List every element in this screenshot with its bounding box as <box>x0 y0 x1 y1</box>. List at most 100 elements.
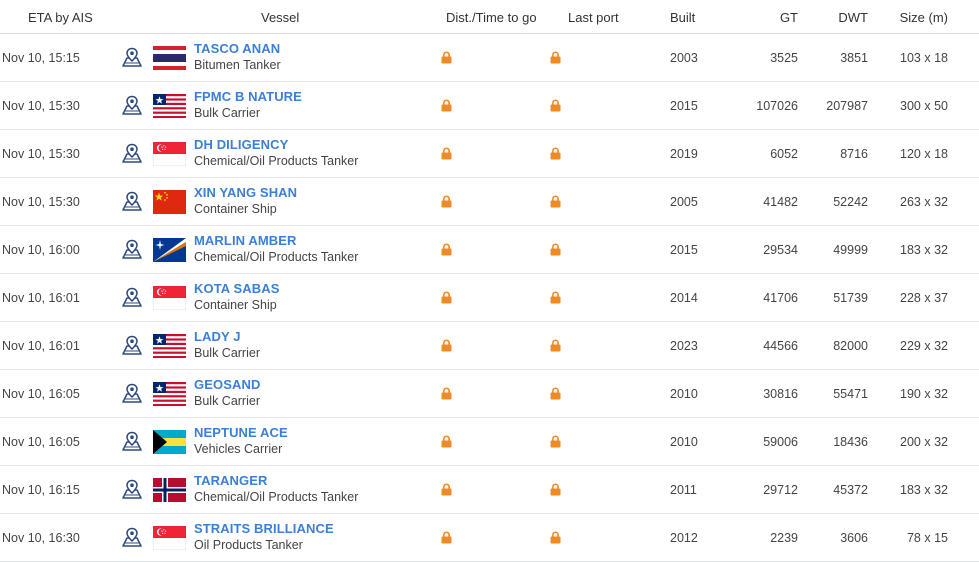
gt-cell: 3525 <box>770 51 798 65</box>
lock-icon[interactable] <box>441 51 452 64</box>
dwt-cell: 207987 <box>826 99 868 113</box>
lock-icon[interactable] <box>550 483 561 496</box>
dwt-cell: 52242 <box>833 195 868 209</box>
dwt-cell: 8716 <box>840 147 868 161</box>
built-year-cell: 2015 <box>670 99 698 113</box>
column-header-last-port[interactable]: Last port <box>568 10 619 25</box>
liberia-flag-icon <box>153 382 186 406</box>
lock-icon[interactable] <box>550 195 561 208</box>
vessel-type: Vehicles Carrier <box>194 442 283 456</box>
lock-icon[interactable] <box>441 531 452 544</box>
table-row[interactable]: Nov 10, 16:30 STRAITS BRILLIANCE Oil Pro… <box>0 514 979 562</box>
map-pin-icon[interactable] <box>121 335 143 355</box>
vessel-name-link[interactable]: TASCO ANAN <box>194 41 281 56</box>
size-cell: 200 x 32 <box>900 435 948 449</box>
lock-icon[interactable] <box>550 387 561 400</box>
vessel-name-link[interactable]: NEPTUNE ACE <box>194 425 288 440</box>
column-header-dwt[interactable]: DWT <box>838 10 868 25</box>
built-year-cell: 2015 <box>670 243 698 257</box>
table-row[interactable]: Nov 10, 16:00 MARLIN AMBER Chemical/Oil … <box>0 226 979 274</box>
lock-icon[interactable] <box>550 291 561 304</box>
lock-icon[interactable] <box>550 435 561 448</box>
map-pin-icon[interactable] <box>121 95 143 115</box>
column-header-built[interactable]: Built <box>670 10 696 25</box>
table-row[interactable]: Nov 10, 15:30 XIN YANG SHAN Container Sh… <box>0 178 979 226</box>
lock-icon[interactable] <box>441 147 452 160</box>
table-row[interactable]: Nov 10, 15:15 TASCO ANAN Bitumen Tanker … <box>0 34 979 82</box>
map-pin-icon[interactable] <box>121 143 143 163</box>
vessel-name-link[interactable]: STRAITS BRILLIANCE <box>194 521 334 536</box>
lock-icon[interactable] <box>550 243 561 256</box>
table-row[interactable]: Nov 10, 16:01 LADY J Bulk Carrier 2023 4… <box>0 322 979 370</box>
built-year-cell: 2003 <box>670 51 698 65</box>
lock-icon[interactable] <box>441 195 452 208</box>
gt-cell: 44566 <box>763 339 798 353</box>
table-row[interactable]: Nov 10, 16:15 TARANGER Chemical/Oil Prod… <box>0 466 979 514</box>
vessel-name-link[interactable]: TARANGER <box>194 473 268 488</box>
vessel-type: Bitumen Tanker <box>194 58 281 72</box>
column-header-gt[interactable]: GT <box>779 10 798 25</box>
column-header-dist[interactable]: Dist./Time to go <box>446 10 537 25</box>
vessel-type: Container Ship <box>194 202 277 216</box>
marshall-islands-flag-icon <box>153 238 186 262</box>
vessel-type: Chemical/Oil Products Tanker <box>194 490 359 504</box>
vessel-type: Bulk Carrier <box>194 346 260 360</box>
liberia-flag-icon <box>153 94 186 118</box>
lock-icon[interactable] <box>550 531 561 544</box>
map-pin-icon[interactable] <box>121 47 143 67</box>
lock-icon[interactable] <box>550 147 561 160</box>
lock-icon[interactable] <box>441 435 452 448</box>
table-row[interactable]: Nov 10, 15:30 FPMC B NATURE Bulk Carrier… <box>0 82 979 130</box>
map-pin-icon[interactable] <box>121 383 143 403</box>
map-pin-icon[interactable] <box>121 287 143 307</box>
gt-cell: 6052 <box>770 147 798 161</box>
lock-icon[interactable] <box>441 243 452 256</box>
dwt-cell: 82000 <box>833 339 868 353</box>
lock-icon[interactable] <box>441 387 452 400</box>
vessel-name-link[interactable]: XIN YANG SHAN <box>194 185 298 200</box>
eta-cell: Nov 10, 15:30 <box>2 195 80 209</box>
bahamas-flag-icon <box>153 430 186 454</box>
column-header-eta[interactable]: ETA by AIS <box>28 10 93 25</box>
map-pin-icon[interactable] <box>121 191 143 211</box>
table-row[interactable]: Nov 10, 16:05 GEOSAND Bulk Carrier 2010 … <box>0 370 979 418</box>
lock-icon[interactable] <box>550 339 561 352</box>
built-year-cell: 2005 <box>670 195 698 209</box>
built-year-cell: 2019 <box>670 147 698 161</box>
eta-cell: Nov 10, 15:15 <box>2 51 80 65</box>
eta-cell: Nov 10, 15:30 <box>2 99 80 113</box>
built-year-cell: 2011 <box>670 483 697 497</box>
map-pin-icon[interactable] <box>121 527 143 547</box>
vessel-name-link[interactable]: LADY J <box>194 329 241 344</box>
lock-icon[interactable] <box>441 291 452 304</box>
lock-icon[interactable] <box>441 99 452 112</box>
built-year-cell: 2023 <box>670 339 698 353</box>
map-pin-icon[interactable] <box>121 239 143 259</box>
dwt-cell: 18436 <box>833 435 868 449</box>
size-cell: 190 x 32 <box>900 387 948 401</box>
dwt-cell: 55471 <box>833 387 868 401</box>
vessel-name-link[interactable]: MARLIN AMBER <box>194 233 297 248</box>
gt-cell: 41706 <box>763 291 798 305</box>
table-row[interactable]: Nov 10, 15:30 DH DILIGENCY Chemical/Oil … <box>0 130 979 178</box>
lock-icon[interactable] <box>441 483 452 496</box>
lock-icon[interactable] <box>550 51 561 64</box>
column-header-size[interactable]: Size (m) <box>899 10 948 25</box>
table-row[interactable]: Nov 10, 16:01 KOTA SABAS Container Ship … <box>0 274 979 322</box>
table-row[interactable]: Nov 10, 16:05 NEPTUNE ACE Vehicles Carri… <box>0 418 979 466</box>
vessel-name-link[interactable]: KOTA SABAS <box>194 281 280 296</box>
norway-flag-icon <box>153 478 186 502</box>
vessel-name-link[interactable]: FPMC B NATURE <box>194 89 302 104</box>
built-year-cell: 2012 <box>670 531 698 545</box>
vessel-name-link[interactable]: DH DILIGENCY <box>194 137 289 152</box>
vessel-name-link[interactable]: GEOSAND <box>194 377 261 392</box>
column-header-vessel[interactable]: Vessel <box>261 10 300 25</box>
dwt-cell: 3606 <box>840 531 868 545</box>
lock-icon[interactable] <box>441 339 452 352</box>
eta-cell: Nov 10, 15:30 <box>2 147 80 161</box>
lock-icon[interactable] <box>550 99 561 112</box>
vessel-type: Bulk Carrier <box>194 394 260 408</box>
map-pin-icon[interactable] <box>121 479 143 499</box>
map-pin-icon[interactable] <box>121 431 143 451</box>
dwt-cell: 51739 <box>833 291 868 305</box>
